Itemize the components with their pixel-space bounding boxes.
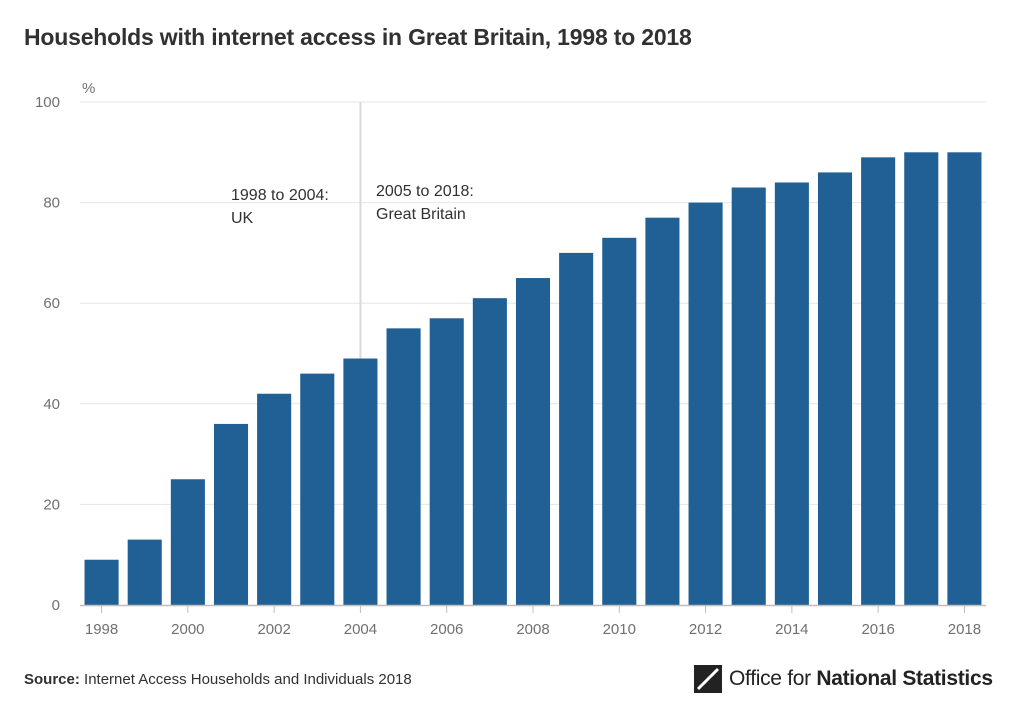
x-tick-label: 2016 bbox=[861, 621, 894, 638]
bars bbox=[84, 152, 982, 606]
bar-2018 bbox=[947, 152, 982, 606]
y-tick-label: 0 bbox=[52, 597, 60, 614]
ons-logo-icon bbox=[694, 665, 722, 693]
bar-2008 bbox=[515, 278, 551, 605]
y-axis-ticks: 0 20 40 60 80 100 bbox=[35, 94, 60, 614]
bar-2011 bbox=[645, 217, 680, 605]
ons-logo: Office for National Statistics bbox=[694, 664, 993, 694]
bar-2004 bbox=[343, 358, 378, 605]
annotation-gb-line1: 2005 to 2018: bbox=[376, 183, 474, 200]
bar-2000 bbox=[170, 479, 205, 605]
bar-2012 bbox=[688, 202, 723, 605]
bar-chart: % 0 20 40 60 80 100 1998 2000 2002 2004 2006 2008 2… bbox=[35, 80, 986, 638]
source-text: Internet Access Households and Individua… bbox=[79, 671, 412, 688]
x-tick-label: 2004 bbox=[344, 621, 377, 638]
bar-2010 bbox=[602, 237, 637, 605]
bar-1999 bbox=[127, 539, 162, 605]
bar-2007 bbox=[472, 298, 507, 605]
bar-2001 bbox=[213, 423, 249, 605]
x-tick-label: 2002 bbox=[257, 621, 290, 638]
bar-1998 bbox=[84, 559, 119, 605]
bar-2016 bbox=[861, 157, 896, 605]
bar-2006 bbox=[429, 318, 464, 605]
x-tick-label: 2000 bbox=[171, 621, 204, 638]
y-tick-label: 40 bbox=[43, 396, 60, 413]
chart-title: Households with internet access in Great… bbox=[24, 24, 692, 50]
y-tick-label: 60 bbox=[43, 295, 60, 312]
ons-logo-text-bold: National Statistics bbox=[816, 667, 993, 690]
x-tick-label: 1998 bbox=[85, 621, 118, 638]
x-tick-label: 2008 bbox=[516, 621, 549, 638]
bar-2003 bbox=[300, 373, 335, 605]
y-tick-label: 20 bbox=[43, 496, 60, 513]
annotation-uk-line1: 1998 to 2004: bbox=[231, 187, 329, 204]
bar-2005 bbox=[386, 328, 421, 605]
annotation-uk-line2: UK bbox=[231, 210, 254, 227]
bar-2013 bbox=[731, 187, 766, 605]
ons-logo-text-regular: Office for bbox=[729, 667, 817, 690]
x-tick-label: 2014 bbox=[775, 621, 808, 638]
x-tick-label: 2018 bbox=[948, 621, 981, 638]
y-tick-label: 100 bbox=[35, 94, 60, 111]
x-tick-label: 2010 bbox=[603, 621, 636, 638]
y-axis-label: % bbox=[82, 80, 95, 97]
x-axis-ticks: 1998 2000 2002 2004 2006 2008 2010 2012 2014 2016… bbox=[85, 605, 981, 638]
bar-2017 bbox=[904, 152, 939, 606]
bar-2002 bbox=[257, 393, 292, 605]
bar-2014 bbox=[774, 182, 809, 606]
bar-2015 bbox=[817, 172, 853, 606]
y-tick-label: 80 bbox=[43, 195, 60, 212]
bar-2009 bbox=[559, 252, 594, 605]
annotation-gb-line2: Great Britain bbox=[376, 206, 466, 223]
source-label: Source: bbox=[24, 671, 80, 688]
x-tick-label: 2006 bbox=[430, 621, 463, 638]
ons-logo-text: Office for National Statistics bbox=[729, 667, 993, 691]
x-tick-label: 2012 bbox=[689, 621, 722, 638]
source-note: Source: Internet Access Households and I… bbox=[24, 671, 412, 688]
